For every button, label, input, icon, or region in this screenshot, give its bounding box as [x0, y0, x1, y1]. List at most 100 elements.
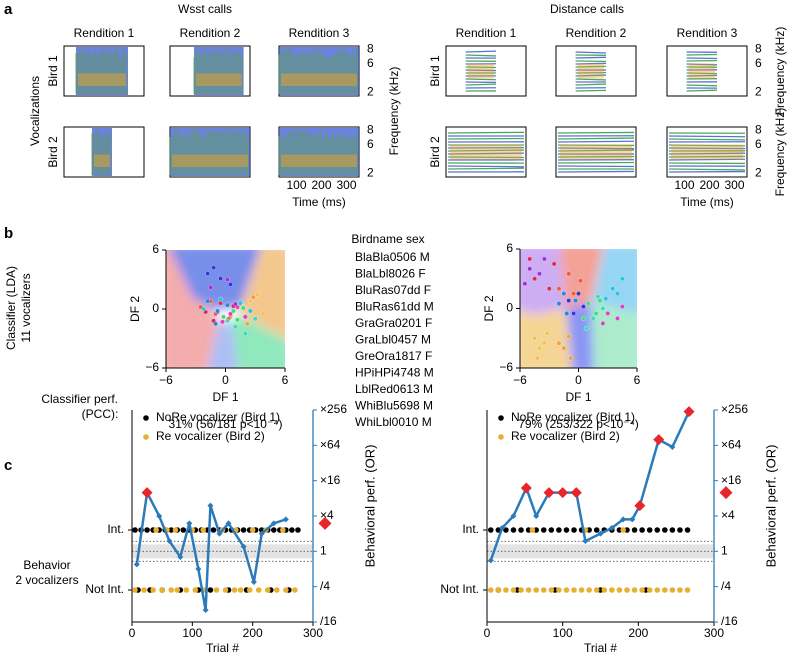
spectrogram [278, 45, 360, 97]
trial-dot [283, 587, 289, 593]
rendition-header: Rendition 3 [289, 26, 350, 40]
spectrogram-harmonic [557, 147, 635, 150]
trial-dot [487, 527, 494, 533]
trial-dot [533, 587, 539, 593]
legend-marker [143, 415, 149, 421]
decision-regions [166, 250, 285, 368]
y-tick-label: 6 [152, 242, 159, 256]
point [535, 355, 540, 361]
point [532, 335, 537, 341]
trial-dot [274, 587, 280, 593]
decision-region [232, 315, 285, 368]
spectrogram-harmonic [447, 165, 525, 168]
spectrogram-core [281, 154, 357, 167]
trial-dot [207, 587, 214, 593]
trial-dot [503, 587, 509, 593]
trial-dot [168, 587, 175, 593]
trial-dot [144, 527, 150, 533]
legend-title: Birdname sex [351, 232, 424, 246]
trial-dot [192, 587, 199, 593]
y2-tick-label: ×16 [320, 473, 341, 487]
trial-dot [593, 527, 600, 533]
spectrogram [63, 126, 145, 178]
spectrogram-harmonic [686, 89, 718, 92]
decision-region [169, 250, 261, 309]
spectrogram-core [560, 144, 632, 160]
trial-dot [601, 587, 608, 593]
perf-title: Classifier perf. [41, 392, 118, 406]
point [537, 271, 542, 277]
perf-point [620, 516, 627, 523]
time-tick-label: 100 [286, 178, 306, 192]
significant-point [634, 500, 646, 512]
point [233, 324, 238, 330]
point [561, 345, 567, 351]
decision-blur [520, 249, 637, 368]
point [597, 298, 603, 303]
spectrogram-harmonic [465, 83, 497, 86]
y2-tick-label: /16 [320, 614, 337, 628]
row-label: Int. [107, 522, 124, 536]
point [556, 301, 562, 306]
overall-perf [318, 516, 332, 530]
row-title: Classifier (LDA) [4, 266, 18, 350]
decision-region [241, 250, 285, 339]
freq-label: Frequency (kHz) [773, 27, 787, 116]
point [620, 276, 625, 282]
point [527, 256, 533, 262]
row-title: 2 vocalizers [15, 573, 78, 587]
trial-dot [571, 587, 577, 593]
perf-point [608, 524, 615, 531]
time-tick-label: 200 [311, 178, 331, 192]
spectrogram [63, 45, 145, 97]
freq-tick-label: 6 [755, 137, 762, 151]
spectrogram-harmonic [668, 155, 746, 158]
trial-dot [213, 587, 220, 593]
point [556, 286, 562, 292]
trial-dot [639, 527, 645, 533]
point [566, 333, 572, 339]
x-label: Trial # [584, 641, 617, 655]
trial-dot [174, 587, 181, 593]
perf-point [186, 520, 193, 527]
perf-point [250, 579, 257, 586]
trial-dot [563, 587, 570, 593]
trial-dot [150, 587, 156, 593]
trial-dot [684, 587, 691, 593]
legend-entry: WhiLbl0010 M [355, 415, 432, 429]
trial-dot [677, 587, 683, 593]
point [213, 321, 218, 327]
perf-point [487, 557, 494, 564]
spectrogram-core [281, 73, 357, 86]
point [600, 321, 606, 326]
freq-tick-label: 6 [367, 137, 374, 151]
point [576, 291, 581, 296]
spectrogram-harmonic [668, 168, 746, 171]
legend-label: NoRe vocalizer (Bird 1) [156, 410, 280, 424]
time-tick-label: 200 [699, 178, 719, 192]
bird-label: Bird 2 [46, 136, 60, 168]
spectrogram-harmonic [575, 56, 607, 59]
trial-dot [529, 527, 536, 533]
row-title: 11 vocalizers [19, 273, 33, 342]
spectrogram [555, 45, 637, 97]
point [228, 282, 233, 287]
x-label: DF 1 [212, 390, 238, 404]
y2-label: Behavioral perf. (OR) [362, 445, 377, 568]
spectrogram-harmonic [668, 152, 746, 155]
perf-point [282, 516, 289, 523]
decision-region [207, 322, 238, 368]
freq-tick-label: 6 [755, 56, 762, 70]
perf-point [533, 513, 540, 519]
y-tick-label: 6 [506, 241, 513, 255]
perf-point [669, 443, 676, 450]
legend-label: Re vocalizer (Bird 2) [511, 429, 620, 443]
spectrogram-harmonic [447, 167, 525, 170]
perf-point [166, 537, 173, 544]
y2-label: Behavioral perf. (OR) [763, 445, 778, 568]
spectrogram-harmonic [668, 144, 746, 147]
perf-point [629, 516, 636, 523]
trial-dot [525, 587, 532, 593]
spectrogram-harmonic [465, 50, 497, 53]
legend-entry: BlaBla0506 M [355, 250, 430, 264]
